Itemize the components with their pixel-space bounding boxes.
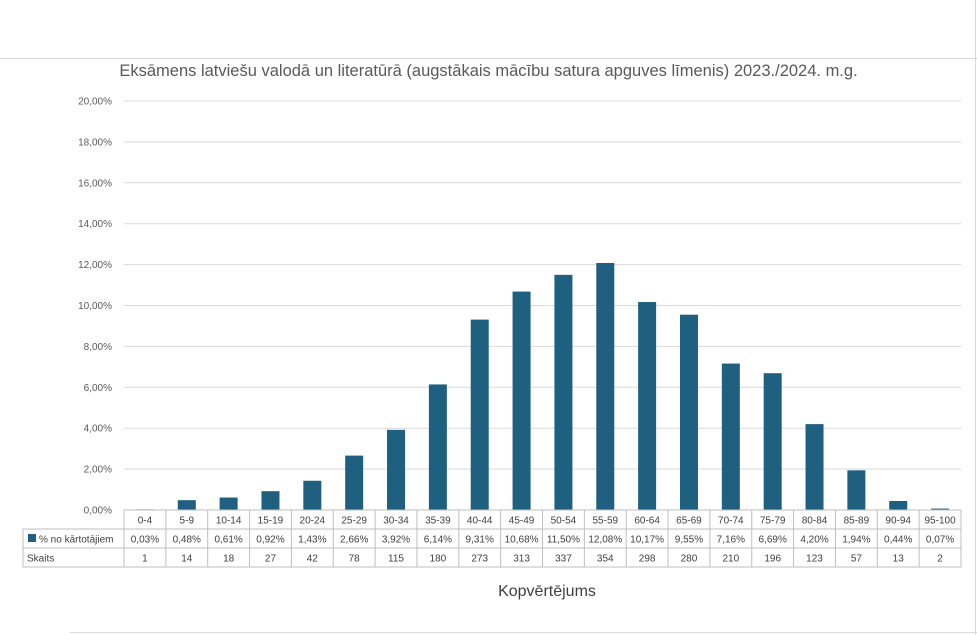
bar	[428, 384, 447, 510]
x-tick-label: 15-19	[258, 516, 284, 527]
x-tick-label: 95-100	[925, 516, 957, 527]
y-tick-label: 18,00%	[78, 137, 112, 148]
count-value: 2	[937, 554, 943, 565]
data-label: 9,31%	[466, 535, 494, 546]
count-value: 337	[555, 554, 572, 565]
count-value: 180	[430, 554, 447, 565]
count-value: 273	[471, 554, 488, 565]
x-tick-label: 45-49	[509, 516, 535, 527]
data-label: 0,07%	[926, 535, 954, 546]
count-value: 210	[722, 554, 739, 565]
bar	[763, 373, 782, 510]
bar	[638, 302, 657, 510]
data-label: 7,16%	[717, 535, 745, 546]
bar	[470, 319, 489, 510]
frame-right-line	[975, 0, 976, 635]
legend-swatch	[28, 534, 36, 542]
x-tick-label: 55-59	[592, 516, 618, 527]
data-label: 3,92%	[382, 535, 410, 546]
table-row-label: Skaits	[27, 554, 54, 565]
count-value: 13	[893, 554, 905, 565]
x-tick-label: 50-54	[551, 516, 577, 527]
y-tick-label: 14,00%	[78, 219, 112, 230]
bar	[805, 424, 824, 510]
x-tick-label: 30-34	[383, 516, 409, 527]
bar	[847, 470, 866, 510]
data-label: 0,61%	[214, 535, 242, 546]
data-label: 11,50%	[547, 535, 580, 546]
count-value: 14	[181, 554, 193, 565]
bar	[345, 455, 364, 510]
y-tick-label: 6,00%	[84, 383, 112, 394]
x-tick-label: 90-94	[885, 516, 911, 527]
count-value: 280	[681, 554, 698, 565]
count-value: 298	[639, 554, 656, 565]
x-tick-label: 5-9	[180, 516, 195, 527]
y-tick-label: 16,00%	[78, 178, 112, 189]
data-label: 0,44%	[884, 535, 912, 546]
data-label: 1,43%	[298, 535, 326, 546]
count-value: 354	[597, 554, 614, 565]
count-value: 196	[764, 554, 781, 565]
count-value: 123	[806, 554, 823, 565]
y-tick-label: 2,00%	[84, 465, 112, 476]
y-tick-label: 20,00%	[78, 97, 112, 108]
bar	[596, 262, 615, 510]
x-tick-label: 70-74	[718, 516, 744, 527]
bar	[931, 508, 950, 510]
x-tick-label: 65-69	[676, 516, 702, 527]
x-tick-label: 85-89	[844, 516, 870, 527]
x-axis-title: Kopvērtējums	[498, 583, 596, 600]
y-tick-label: 12,00%	[78, 260, 112, 271]
count-value: 78	[349, 554, 361, 565]
y-tick-label: 10,00%	[78, 301, 112, 312]
y-tick-label: 4,00%	[84, 424, 112, 435]
x-tick-label: 35-39	[425, 516, 451, 527]
bar	[303, 480, 322, 510]
bar	[679, 314, 698, 510]
legend-entry: % no kārtotājiem	[39, 535, 113, 546]
y-tick-label: 8,00%	[84, 342, 112, 353]
data-label: 0,03%	[131, 535, 159, 546]
x-tick-label: 75-79	[760, 516, 786, 527]
data-label: 6,14%	[424, 535, 452, 546]
count-value: 18	[223, 554, 235, 565]
data-label: 10,68%	[505, 535, 539, 546]
count-value: 1	[142, 554, 148, 565]
data-label: 10,17%	[630, 535, 664, 546]
frame-top-line	[0, 58, 977, 59]
x-tick-label: 25-29	[341, 516, 367, 527]
bar	[261, 491, 280, 510]
data-label: 4,20%	[800, 535, 828, 546]
data-label: 0,92%	[256, 535, 284, 546]
y-tick-label: 0,00%	[84, 506, 112, 517]
bar	[512, 291, 531, 510]
count-value: 115	[388, 554, 404, 565]
x-tick-label: 60-64	[634, 516, 660, 527]
frame-bottom-line	[70, 632, 977, 633]
data-label: 12,08%	[588, 535, 622, 546]
bar	[387, 429, 406, 510]
x-tick-label: 80-84	[802, 516, 828, 527]
data-label: 9,55%	[675, 535, 703, 546]
count-value: 27	[265, 554, 277, 565]
chart-title: Eksāmens latviešu valodā un literatūrā (…	[119, 62, 858, 80]
x-tick-label: 0-4	[138, 516, 153, 527]
data-label: 6,69%	[758, 535, 786, 546]
data-label: 2,66%	[340, 535, 368, 546]
bar	[889, 501, 908, 510]
x-tick-label: 10-14	[216, 516, 242, 527]
x-tick-label: 40-44	[467, 516, 493, 527]
data-label: 1,94%	[842, 535, 870, 546]
bar	[721, 363, 740, 510]
bar	[219, 497, 238, 510]
data-label: 0,48%	[173, 535, 201, 546]
count-value: 313	[513, 554, 530, 565]
bar	[554, 274, 573, 510]
count-value: 42	[307, 554, 319, 565]
count-value: 57	[851, 554, 863, 565]
bar	[177, 500, 196, 510]
x-tick-label: 20-24	[300, 516, 326, 527]
